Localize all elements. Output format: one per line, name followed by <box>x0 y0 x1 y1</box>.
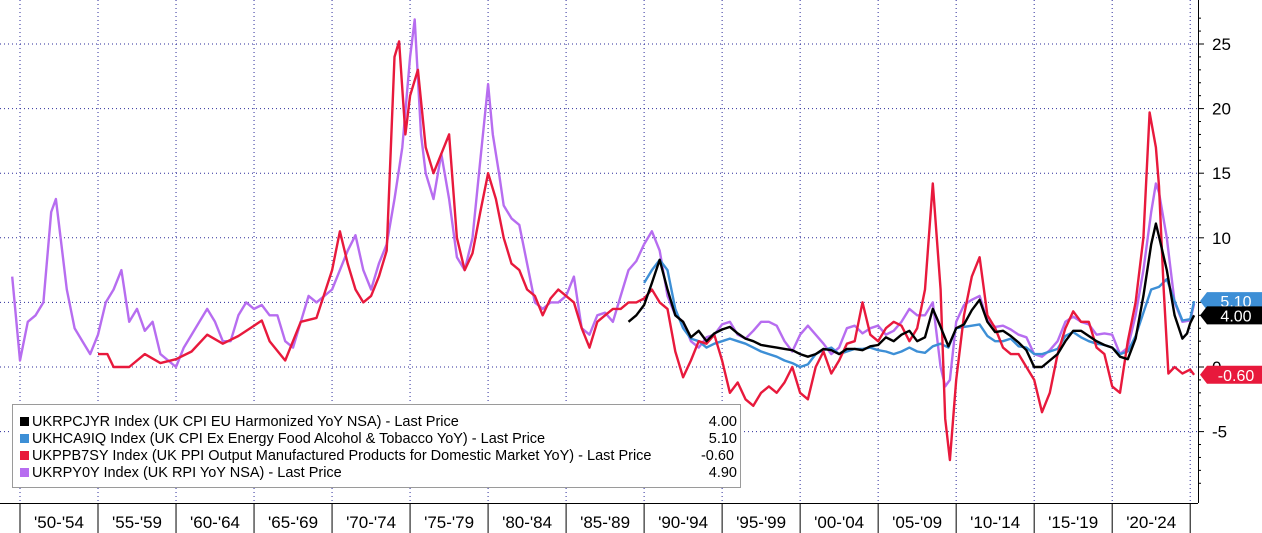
x-tick-label: '70-'74 <box>346 513 396 532</box>
last-value-tag-box <box>1200 292 1262 311</box>
legend-value: 4.00 <box>708 414 737 430</box>
y-tick-label: 10 <box>1212 229 1231 248</box>
x-tick-label: '55-'59 <box>112 513 162 532</box>
last-value-tag-box <box>1200 365 1262 384</box>
series-line-3 <box>11 18 1196 388</box>
legend-swatch <box>20 468 29 477</box>
x-tick-label: '20-'24 <box>1126 513 1176 532</box>
legend-swatch <box>20 451 29 460</box>
last-value-tag-box <box>1200 306 1262 325</box>
legend-entry-ppi: UKPPB7SY Index (UK PPI Output Manufactur… <box>13 448 740 465</box>
x-axis-ticks: '50-'54 '55-'59 '60-'64 '65-'69 '70-'74 '75-'… <box>19 503 1191 533</box>
x-tick-label: '85-'89 <box>580 513 630 532</box>
x-tick-label: '80-'84 <box>502 513 552 532</box>
chart-legend: UKRPCJYR Index (UK CPI EU Harmonized YoY… <box>12 404 741 488</box>
x-tick-label: '50-'54 <box>34 513 84 532</box>
x-tick-label: '65-'69 <box>268 513 318 532</box>
x-tick-label: '00-'04 <box>814 513 864 532</box>
x-tick-label: '75-'79 <box>424 513 474 532</box>
legend-entry-cpi-hicp: UKRPCJYR Index (UK CPI EU Harmonized YoY… <box>13 414 740 431</box>
legend-swatch <box>20 434 29 443</box>
x-tick-label: '15-'19 <box>1048 513 1098 532</box>
series-lines <box>11 18 1196 462</box>
legend-label: UKPPB7SY Index (UK PPI Output Manufactur… <box>32 448 652 464</box>
last-value-tags: 5.104.00-0.60 <box>1200 292 1262 385</box>
last-value-tag: 4.00 <box>1200 306 1262 325</box>
x-tick-label: '10-'14 <box>970 513 1020 532</box>
legend-value: -0.60 <box>700 448 734 464</box>
last-value-tag-label: 4.00 <box>1220 308 1251 325</box>
y-tick-label: -5 <box>1212 423 1227 442</box>
legend-value: 5.10 <box>708 431 737 447</box>
legend-label: UKRPY0Y Index (UK RPI YoY NSA) - Last Pr… <box>32 465 342 481</box>
legend-entry-rpi: UKRPY0Y Index (UK RPI YoY NSA) - Last Pr… <box>13 465 740 482</box>
legend-swatch <box>20 417 29 426</box>
x-tick-label: '90-'94 <box>658 513 708 532</box>
last-value-tag-label: -0.60 <box>1218 368 1255 385</box>
legend-label: UKRPCJYR Index (UK CPI EU Harmonized YoY… <box>32 414 459 430</box>
x-tick-label: '60-'64 <box>190 513 240 532</box>
y-tick-label: 25 <box>1212 35 1231 54</box>
y-tick-label: 15 <box>1212 164 1231 183</box>
legend-label: UKHCA9IQ Index (UK CPI Ex Energy Food Al… <box>32 431 546 447</box>
y-axis-ticks: -50510152025 <box>1198 17 1231 484</box>
legend-entry-core-cpi: UKHCA9IQ Index (UK CPI Ex Energy Food Al… <box>13 431 740 448</box>
legend-value: 4.90 <box>708 465 737 481</box>
last-value-tag: -0.60 <box>1200 365 1262 385</box>
series-line-0 <box>627 222 1196 369</box>
x-tick-label: '95-'99 <box>736 513 786 532</box>
series-line-2 <box>98 40 1196 462</box>
x-tick-label: '05-'09 <box>892 513 942 532</box>
y-tick-label: 20 <box>1212 100 1231 119</box>
